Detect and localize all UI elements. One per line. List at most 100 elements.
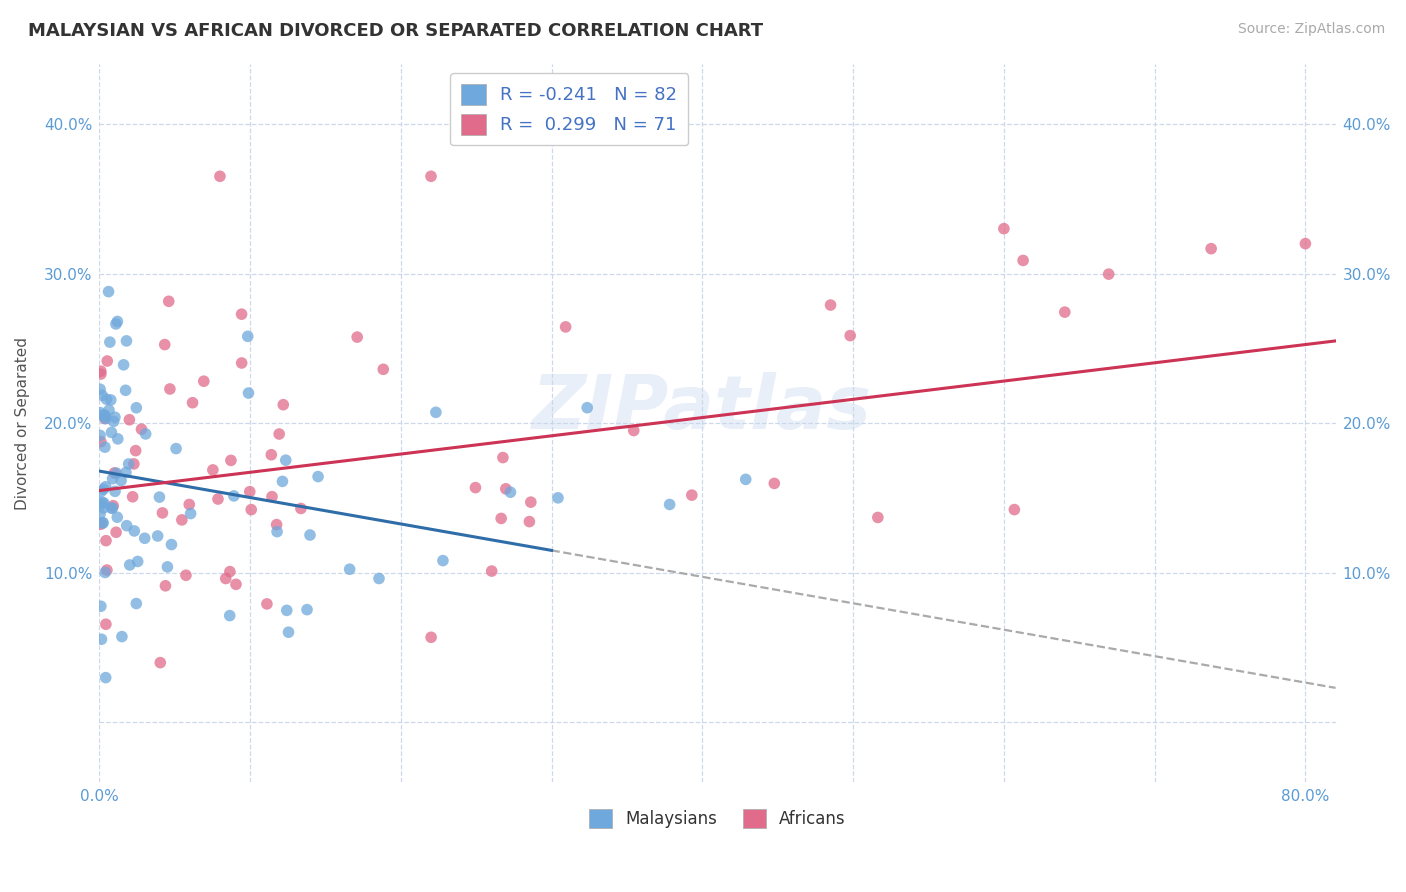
Point <box>425 405 447 419</box>
Point <box>218 608 240 623</box>
Point <box>420 630 443 644</box>
Point <box>181 395 204 409</box>
Point <box>734 472 756 486</box>
Point <box>91 516 114 530</box>
Point <box>225 577 247 591</box>
Point <box>276 603 298 617</box>
Point <box>134 531 156 545</box>
Point <box>269 427 291 442</box>
Y-axis label: Divorced or Separated: Divorced or Separated <box>15 336 30 509</box>
Point <box>89 428 111 442</box>
Point <box>174 568 197 582</box>
Point <box>94 533 117 548</box>
Point <box>114 384 136 398</box>
Point <box>159 382 181 396</box>
Point <box>153 337 176 351</box>
Point <box>160 537 183 551</box>
Point <box>271 475 294 489</box>
Point <box>89 496 111 510</box>
Point <box>91 495 114 509</box>
Point <box>658 498 681 512</box>
Point <box>238 386 260 401</box>
Point <box>623 424 645 438</box>
Point <box>156 560 179 574</box>
Point <box>346 330 368 344</box>
Point <box>105 466 128 480</box>
Text: ZIPatlas: ZIPatlas <box>533 372 872 445</box>
Point <box>125 597 148 611</box>
Point <box>107 314 129 328</box>
Point <box>124 443 146 458</box>
Point <box>554 319 576 334</box>
Point <box>115 466 138 480</box>
Point <box>179 498 201 512</box>
Point <box>103 466 125 480</box>
Point <box>576 401 599 415</box>
Point <box>93 496 115 510</box>
Point <box>193 374 215 388</box>
Point <box>432 553 454 567</box>
Point <box>547 491 569 505</box>
Point <box>481 564 503 578</box>
Point <box>94 440 117 454</box>
Point <box>135 426 157 441</box>
Point <box>420 169 443 184</box>
Point <box>1199 242 1222 256</box>
Point <box>274 453 297 467</box>
Point <box>256 597 278 611</box>
Point <box>149 656 172 670</box>
Point <box>105 525 128 540</box>
Point <box>104 484 127 499</box>
Point <box>93 482 115 496</box>
Point <box>307 469 329 483</box>
Point <box>89 507 111 521</box>
Point <box>103 414 125 428</box>
Point <box>1098 267 1121 281</box>
Point <box>260 448 283 462</box>
Point <box>122 457 145 471</box>
Point <box>295 602 318 616</box>
Point <box>90 599 112 614</box>
Point <box>165 442 187 456</box>
Point <box>101 472 124 486</box>
Point <box>271 398 294 412</box>
Point <box>152 506 174 520</box>
Point <box>236 329 259 343</box>
Point <box>155 579 177 593</box>
Point <box>115 334 138 348</box>
Point <box>218 565 240 579</box>
Point <box>148 490 170 504</box>
Point <box>93 409 115 424</box>
Point <box>101 501 124 516</box>
Point <box>1012 253 1035 268</box>
Point <box>115 518 138 533</box>
Point <box>104 317 127 331</box>
Point <box>290 501 312 516</box>
Point <box>94 617 117 632</box>
Point <box>495 482 517 496</box>
Point <box>215 572 238 586</box>
Point <box>222 489 245 503</box>
Point <box>231 307 253 321</box>
Point <box>231 356 253 370</box>
Point <box>91 516 114 530</box>
Point <box>131 422 153 436</box>
Point <box>368 572 391 586</box>
Point <box>96 563 118 577</box>
Point <box>1294 236 1316 251</box>
Point <box>763 476 786 491</box>
Point <box>101 499 124 513</box>
Point <box>839 328 862 343</box>
Point <box>96 354 118 368</box>
Point <box>298 528 321 542</box>
Point <box>97 285 120 299</box>
Point <box>489 511 512 525</box>
Legend: Malaysians, Africans: Malaysians, Africans <box>582 803 852 835</box>
Point <box>111 630 134 644</box>
Point <box>90 632 112 647</box>
Point <box>96 392 118 407</box>
Point <box>239 484 262 499</box>
Point <box>820 298 842 312</box>
Point <box>266 517 288 532</box>
Point <box>1053 305 1076 319</box>
